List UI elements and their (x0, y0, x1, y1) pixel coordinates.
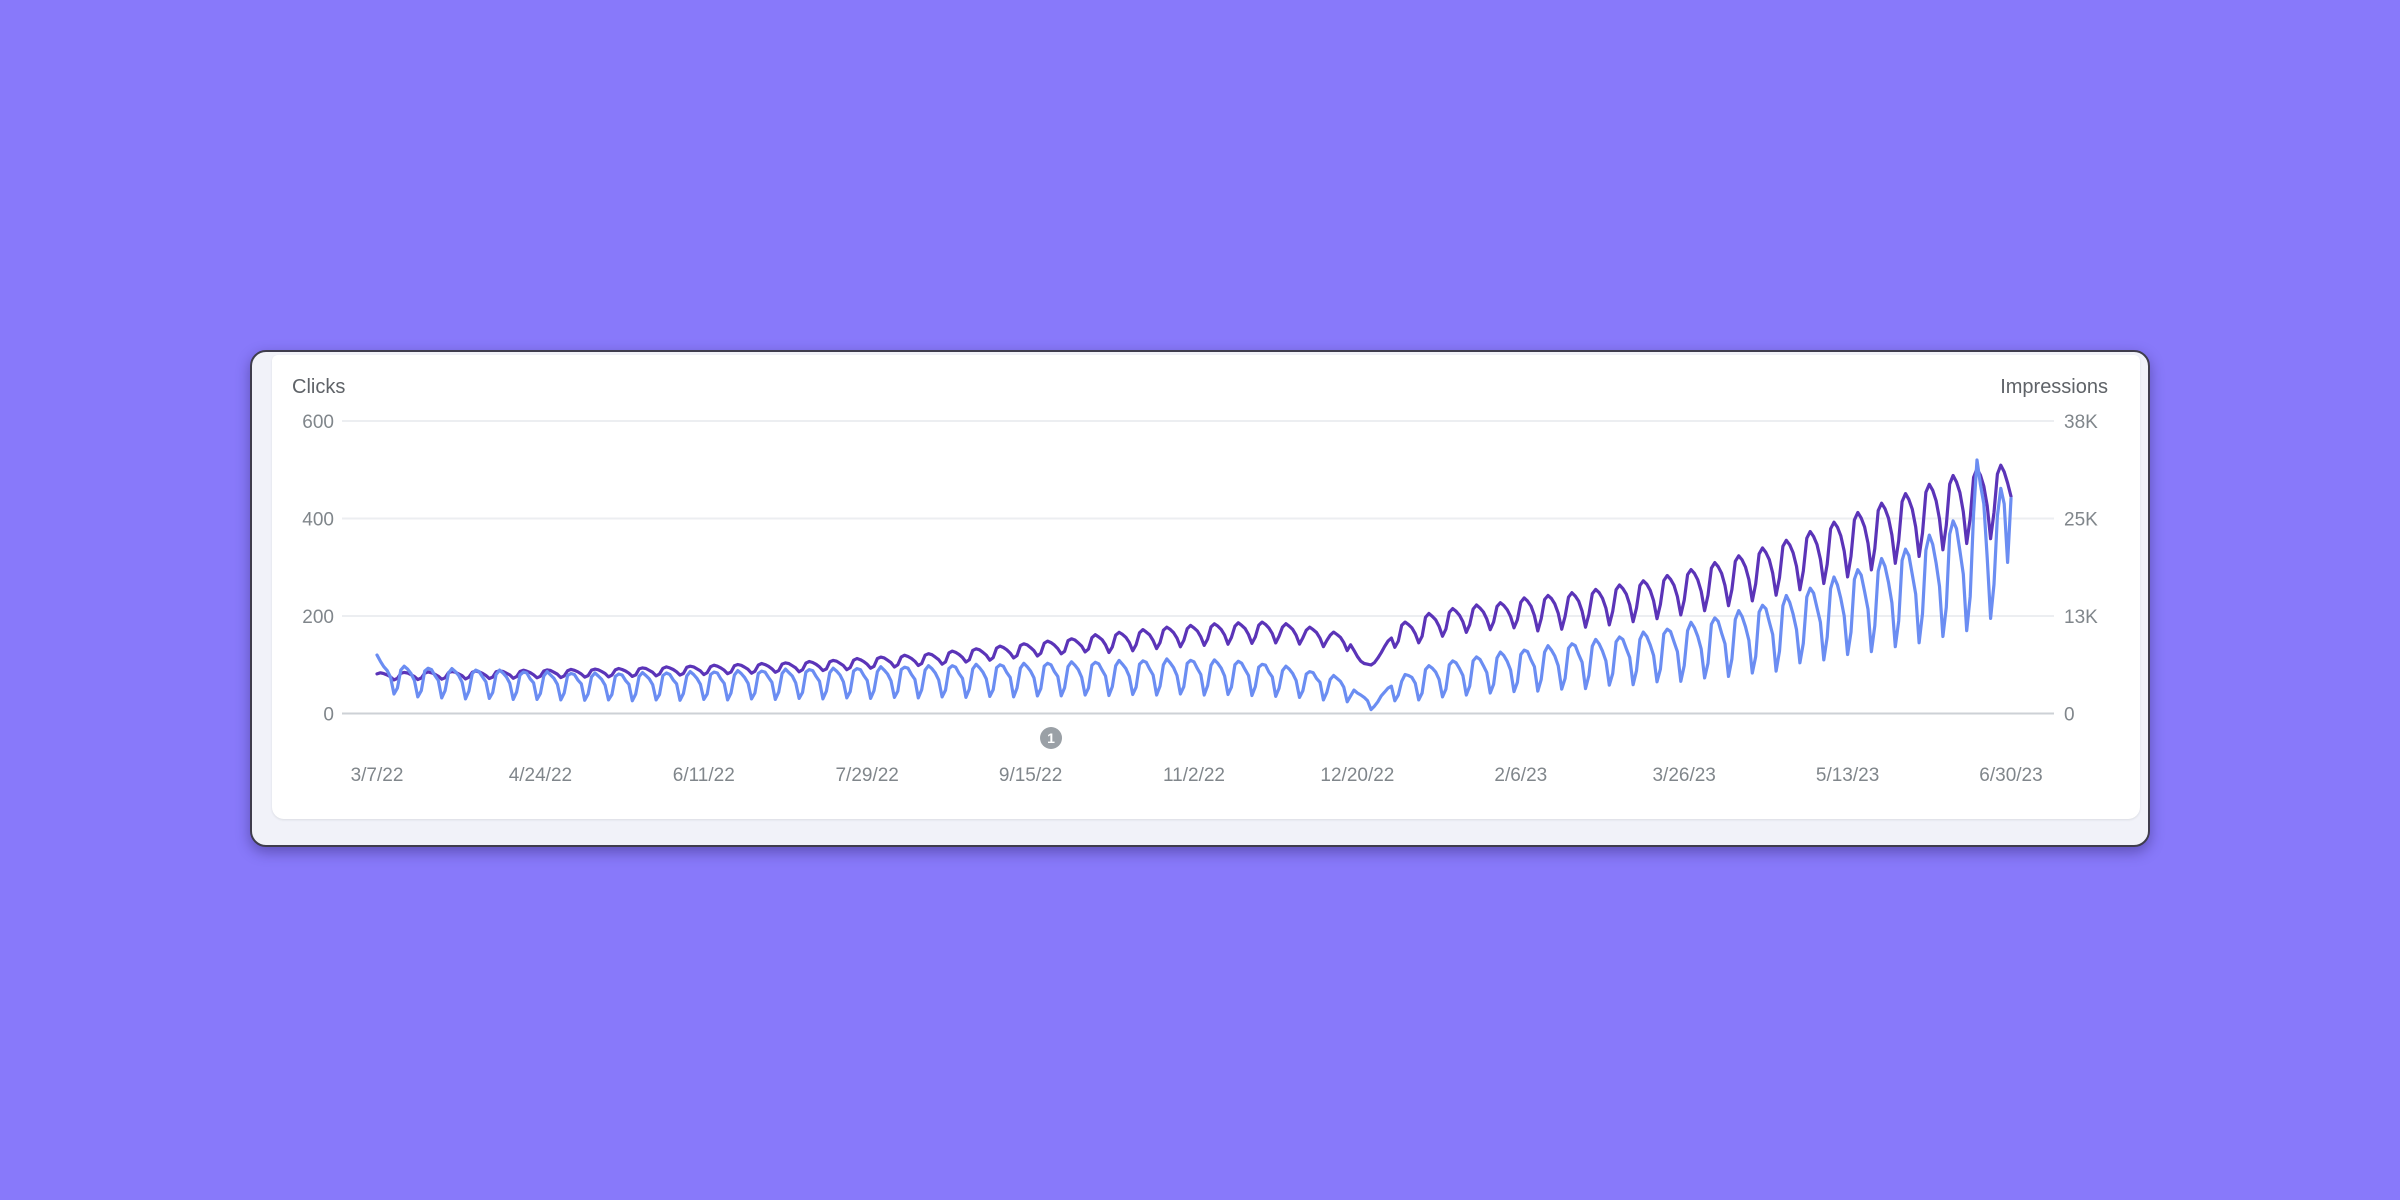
performance-chart[interactable]: 600 400 200 0 38K 25K 13K 0 3/7/22 4/24/22 6/11/22… (272, 355, 2140, 819)
x-axis-tick-label: 2/6/23 (1494, 765, 1547, 786)
annotation-badge-label: 1 (1047, 730, 1055, 746)
performance-chart-card: Clicks Impressions 600 400 200 0 38K 25K 13K 0 3… (250, 350, 2150, 847)
left-axis-tick-label: 600 (302, 412, 334, 433)
x-axis-tick-label: 7/29/22 (835, 765, 898, 786)
clicks-line (375, 458, 2013, 712)
x-axis-tick-label: 6/30/23 (1979, 765, 2042, 786)
right-axis-tick-label: 38K (2064, 412, 2098, 433)
impressions-line (375, 463, 2013, 682)
left-axis-tick-label: 0 (323, 705, 334, 726)
right-axis-tick-label: 13K (2064, 607, 2098, 628)
left-axis-tick-label: 400 (302, 510, 334, 531)
x-axis-tick-label: 12/20/22 (1320, 765, 1394, 786)
right-axis-tick-label: 25K (2064, 510, 2098, 531)
left-axis-title: Clicks (292, 376, 346, 398)
right-axis-title: Impressions (2000, 376, 2108, 398)
x-axis-tick-label: 3/7/22 (351, 765, 404, 786)
left-axis-tick-label: 200 (302, 607, 334, 628)
x-axis-tick-label: 6/11/22 (673, 765, 735, 786)
chart-panel: Clicks Impressions 600 400 200 0 38K 25K 13K 0 3… (272, 355, 2140, 819)
x-axis-tick-label: 9/15/22 (999, 765, 1062, 786)
x-axis-tick-label: 3/26/23 (1652, 765, 1715, 786)
right-axis-tick-label: 0 (2064, 705, 2075, 726)
x-axis-tick-label: 5/13/23 (1816, 765, 1879, 786)
x-axis-tick-label: 11/2/22 (1163, 765, 1225, 786)
annotation-badge[interactable] (1040, 727, 1063, 749)
x-axis-tick-label: 4/24/22 (509, 765, 572, 786)
